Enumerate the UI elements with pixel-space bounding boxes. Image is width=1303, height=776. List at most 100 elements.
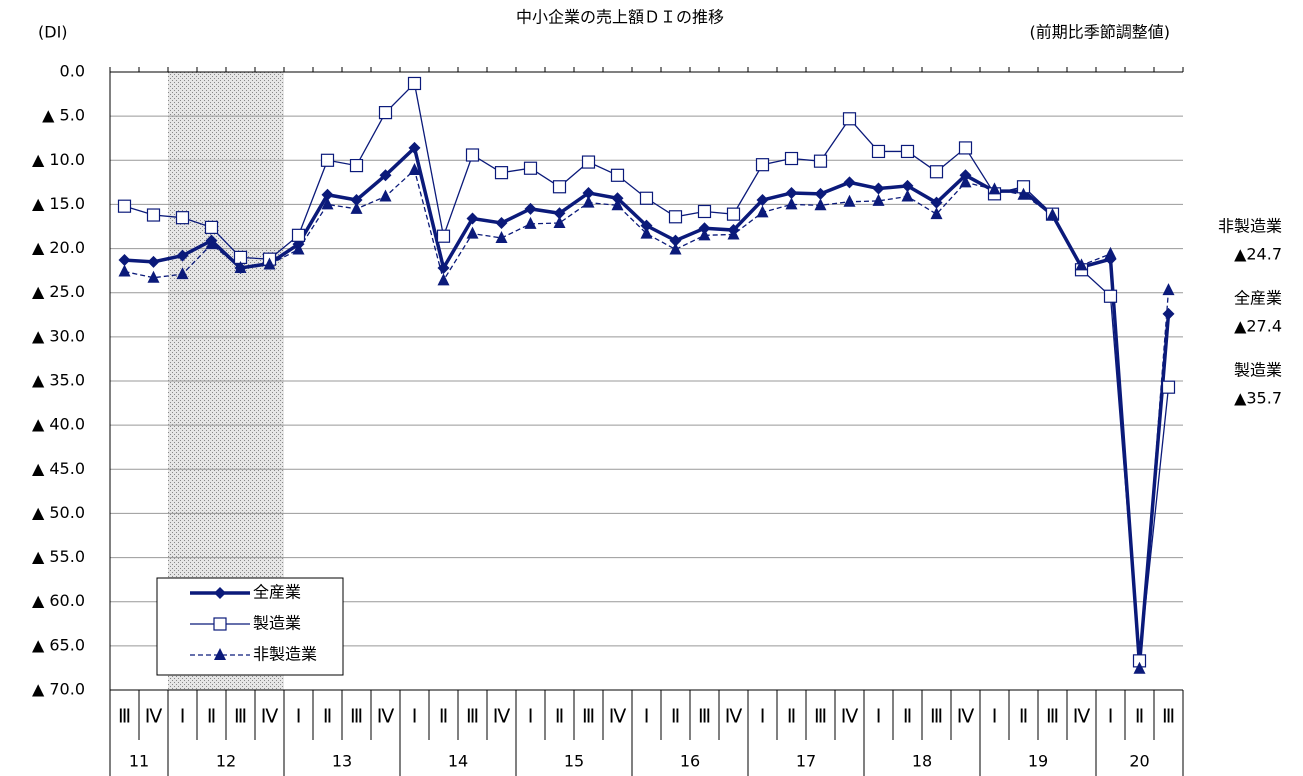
marker xyxy=(292,242,305,255)
x-tick-label: Ⅱ xyxy=(323,706,332,727)
marker xyxy=(147,255,160,268)
marker xyxy=(958,141,973,155)
y-tick-label: ▲ 15.0 xyxy=(32,194,85,213)
marker xyxy=(901,189,914,202)
marker xyxy=(408,162,421,175)
marker xyxy=(726,207,741,221)
y-tick-label: ▲ 55.0 xyxy=(32,547,85,566)
x-tick-label: Ⅳ xyxy=(1073,706,1091,727)
marker xyxy=(407,76,422,91)
x-tick-label: Ⅰ xyxy=(528,706,534,727)
marker xyxy=(668,210,683,224)
legend-label: 製造業 xyxy=(253,614,301,633)
marker xyxy=(959,169,972,182)
marker xyxy=(842,112,857,126)
marker xyxy=(930,196,943,209)
year-label: 19 xyxy=(1028,752,1048,771)
marker xyxy=(814,198,827,211)
marker xyxy=(582,186,595,199)
x-tick-label: Ⅰ xyxy=(644,706,650,727)
marker xyxy=(872,193,885,206)
x-tick-label: Ⅲ xyxy=(814,706,827,727)
marker xyxy=(785,197,798,210)
marker xyxy=(959,175,972,188)
marker xyxy=(669,242,682,255)
marker xyxy=(437,261,450,274)
marker xyxy=(379,169,392,182)
end-label-name: 非製造業 xyxy=(1218,217,1282,236)
marker xyxy=(524,202,537,215)
end-label-value: ▲24.7 xyxy=(1234,245,1282,264)
y-tick-label: ▲ 10.0 xyxy=(32,150,85,169)
marker xyxy=(553,207,566,220)
marker xyxy=(1161,380,1176,394)
marker xyxy=(234,260,247,273)
marker xyxy=(669,234,682,247)
year-label: 20 xyxy=(1129,752,1149,771)
marker xyxy=(784,151,799,166)
marker xyxy=(640,226,653,239)
marker xyxy=(872,182,885,195)
marker xyxy=(640,219,653,232)
marker xyxy=(408,141,421,154)
x-tick-label: Ⅲ xyxy=(234,706,247,727)
marker xyxy=(727,227,740,240)
marker xyxy=(379,189,392,202)
marker xyxy=(118,264,131,277)
marker xyxy=(263,257,276,270)
marker xyxy=(176,249,189,262)
x-tick-label: Ⅲ xyxy=(698,706,711,727)
marker xyxy=(843,194,856,207)
x-tick-label: Ⅳ xyxy=(377,706,395,727)
marker xyxy=(1017,187,1030,200)
year-label: 16 xyxy=(680,752,700,771)
x-tick-label: Ⅰ xyxy=(1108,706,1114,727)
x-tick-label: Ⅰ xyxy=(992,706,998,727)
x-tick-label: Ⅲ xyxy=(1046,706,1059,727)
end-label-name: 製造業 xyxy=(1234,361,1282,380)
marker xyxy=(321,197,334,210)
marker xyxy=(1133,661,1146,674)
marker xyxy=(581,155,596,169)
y-tick-label: ▲ 35.0 xyxy=(32,371,85,390)
marker xyxy=(871,144,886,159)
marker xyxy=(1075,258,1088,271)
x-tick-label: Ⅲ xyxy=(582,706,595,727)
marker xyxy=(146,208,161,222)
chart-title: 中小企業の売上額ＤＩの推移 xyxy=(516,8,724,27)
marker xyxy=(205,237,218,250)
marker xyxy=(214,587,226,599)
year-label: 18 xyxy=(912,752,932,771)
x-tick-label: Ⅳ xyxy=(725,706,743,727)
marker xyxy=(350,194,363,207)
x-tick-label: Ⅲ xyxy=(1162,706,1175,727)
marker xyxy=(494,166,509,180)
marker xyxy=(465,148,480,162)
x-tick-label: Ⅳ xyxy=(841,706,859,727)
x-tick-label: Ⅳ xyxy=(261,706,279,727)
end-label-value: ▲27.4 xyxy=(1234,317,1282,336)
x-tick-label: Ⅱ xyxy=(1019,706,1028,727)
marker xyxy=(755,158,770,172)
marker xyxy=(901,179,914,192)
marker xyxy=(697,204,712,219)
marker xyxy=(929,165,944,179)
year-label: 12 xyxy=(216,752,236,771)
marker xyxy=(756,194,769,207)
marker xyxy=(610,168,625,182)
marker xyxy=(843,176,856,189)
end-label-name: 全産業 xyxy=(1234,289,1282,308)
marker xyxy=(524,216,537,229)
x-tick-label: Ⅱ xyxy=(671,706,680,727)
x-tick-label: Ⅰ xyxy=(412,706,418,727)
marker xyxy=(320,153,335,167)
x-tick-label: Ⅲ xyxy=(930,706,943,727)
x-tick-label: Ⅰ xyxy=(180,706,186,727)
marker xyxy=(466,212,479,225)
x-tick-label: Ⅳ xyxy=(957,706,975,727)
x-tick-label: Ⅰ xyxy=(296,706,302,727)
x-tick-label: Ⅰ xyxy=(760,706,766,727)
marker xyxy=(1162,307,1175,320)
marker xyxy=(930,207,943,220)
